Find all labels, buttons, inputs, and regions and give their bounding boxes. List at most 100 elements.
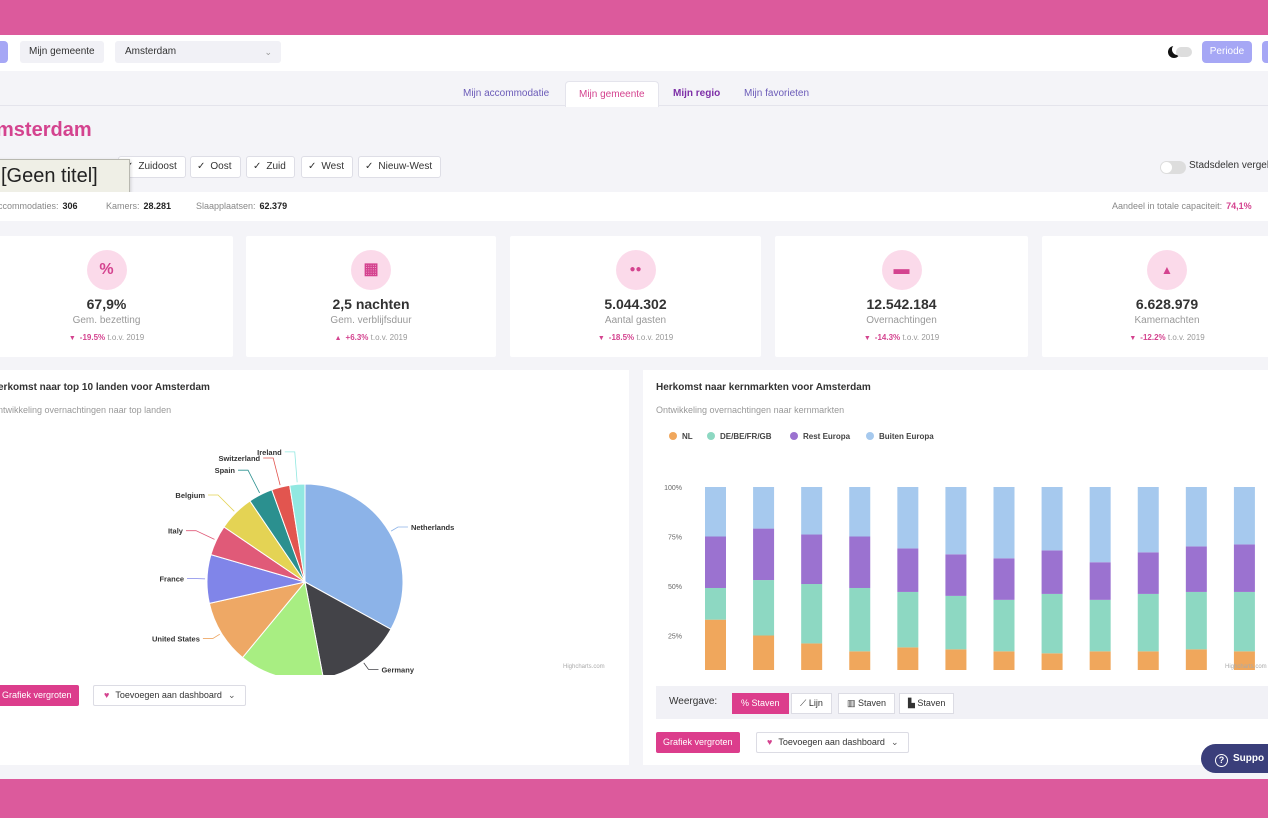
view-tab-label: Staven bbox=[917, 698, 946, 708]
bar-segment-buiten-europa[interactable] bbox=[945, 487, 967, 555]
pie-slice-ireland[interactable] bbox=[289, 483, 306, 583]
pie-slice-united-kingdom[interactable] bbox=[241, 580, 324, 675]
bar-segment-buiten-europa[interactable] bbox=[1041, 487, 1063, 551]
bar-segment-nl[interactable] bbox=[705, 619, 726, 670]
bar-enlarge-button[interactable]: Grafiek vergroten bbox=[656, 732, 740, 753]
mijn-gemeente-chip[interactable]: Mijn gemeente bbox=[20, 41, 104, 63]
kpi-change-suffix: t.o.v. 2019 bbox=[636, 333, 674, 342]
percent-icon: % bbox=[86, 250, 127, 290]
kpi-change: ▼ -18.5% t.o.v. 2019 bbox=[510, 333, 761, 342]
filter-zuid[interactable]: ✓ Zuid bbox=[246, 156, 295, 178]
bar-segment-buiten-europa[interactable] bbox=[705, 487, 726, 537]
bar-segment-de-be-fr-gb[interactable] bbox=[897, 591, 919, 648]
stadsdelen-toggle[interactable] bbox=[1160, 161, 1186, 174]
bar-segment-rest-europa[interactable] bbox=[945, 554, 967, 596]
bar-segment-nl[interactable] bbox=[1185, 649, 1207, 670]
legend-label: Rest Europa bbox=[803, 432, 851, 441]
dark-mode-toggle[interactable] bbox=[1176, 47, 1192, 57]
pie-label-netherlands: Netherlands bbox=[411, 523, 454, 532]
pie-chart-credit: Highcharts.com bbox=[563, 664, 605, 670]
bar-segment-rest-europa[interactable] bbox=[1233, 544, 1255, 592]
pie-enlarge-button[interactable]: Grafiek vergroten bbox=[0, 685, 79, 706]
bar-segment-buiten-europa[interactable] bbox=[753, 487, 775, 529]
bar-segment-nl[interactable] bbox=[993, 651, 1015, 670]
slaapplaatsen-info: Slaapplaatsen: 62.379 bbox=[196, 201, 287, 211]
bar-segment-rest-europa[interactable] bbox=[849, 536, 871, 588]
support-button[interactable]: ? Suppo bbox=[1201, 744, 1268, 773]
bar-segment-buiten-europa[interactable] bbox=[1089, 487, 1111, 563]
pie-slice-germany[interactable] bbox=[304, 581, 392, 675]
bar-segment-rest-europa[interactable] bbox=[993, 558, 1015, 600]
bar-segment-de-be-fr-gb[interactable] bbox=[1233, 591, 1255, 652]
kpi-card-verblijfsduur: ▦ 2,5 nachten Gem. verblijfsduur ▲ +6.3% … bbox=[246, 236, 496, 357]
filter-nieuw-west[interactable]: ✓ Nieuw-West bbox=[358, 156, 442, 178]
bar-segment-rest-europa[interactable] bbox=[705, 536, 726, 588]
bar-segment-nl[interactable] bbox=[849, 651, 871, 670]
bar-segment-buiten-europa[interactable] bbox=[1233, 487, 1255, 545]
bar-segment-buiten-europa[interactable] bbox=[1185, 487, 1207, 547]
bar-segment-rest-europa[interactable] bbox=[753, 528, 775, 581]
bar-segment-nl[interactable] bbox=[801, 643, 823, 670]
kpi-value: 12.542.184 bbox=[866, 296, 937, 312]
bar-segment-rest-europa[interactable] bbox=[1089, 562, 1111, 600]
filter-west[interactable]: ✓ West bbox=[301, 156, 353, 178]
legend-dot bbox=[866, 432, 874, 440]
bar-segment-nl[interactable] bbox=[945, 649, 967, 670]
bar-segment-buiten-europa[interactable] bbox=[801, 487, 823, 535]
bar-segment-rest-europa[interactable] bbox=[801, 534, 823, 585]
capacity-info-bar: ccommodaties: 306 Kamers: 28.281 Slaapplaa… bbox=[0, 192, 1268, 221]
tab-mijn-gemeente[interactable]: Mijn gemeente bbox=[565, 81, 659, 107]
bar-segment-rest-europa[interactable] bbox=[897, 548, 919, 592]
bar-segment-nl[interactable] bbox=[897, 647, 919, 670]
legend-item-rest-europa[interactable]: Rest Europa bbox=[790, 432, 850, 441]
bar-segment-nl[interactable] bbox=[753, 635, 775, 671]
bar-segment-rest-europa[interactable] bbox=[1137, 552, 1159, 594]
kpi-card-bezetting: % 67,9% Gem. bezetting ▼ -19.5% t.o.v. 20… bbox=[0, 236, 233, 357]
view-tab-staven-stacked[interactable]: ▙ Staven bbox=[899, 693, 955, 714]
bar-segment-de-be-fr-gb[interactable] bbox=[753, 580, 775, 636]
pie-connector-germany bbox=[363, 662, 379, 670]
bar-segment-de-be-fr-gb[interactable] bbox=[1137, 593, 1159, 652]
pie-label-spain: Spain bbox=[215, 466, 236, 475]
tab-mijn-accommodatie[interactable]: Mijn accommodatie bbox=[463, 88, 550, 99]
chevron-down-icon: ⌄ bbox=[227, 690, 236, 700]
bar-segment-buiten-europa[interactable] bbox=[897, 487, 919, 549]
menu-button[interactable] bbox=[0, 41, 8, 63]
city-select[interactable]: Amsterdam ⌄ bbox=[115, 41, 281, 63]
periode-button[interactable]: Periode bbox=[1202, 41, 1252, 63]
kpi-change-value: +6.3% bbox=[345, 333, 369, 342]
bar-segment-buiten-europa[interactable] bbox=[993, 487, 1015, 559]
legend-dot bbox=[707, 432, 715, 440]
view-tab-lijn[interactable]: ⟋ Lijn bbox=[791, 693, 832, 714]
bar-segment-de-be-fr-gb[interactable] bbox=[1041, 593, 1063, 654]
bar-add-dashboard-button[interactable]: ♥ Toevoegen aan dashboard ⌄ bbox=[756, 732, 910, 753]
bar-segment-de-be-fr-gb[interactable] bbox=[1185, 591, 1207, 650]
tab-mijn-favorieten[interactable]: Mijn favorieten bbox=[744, 88, 810, 99]
stacked-bar-icon: ▙ bbox=[908, 698, 918, 708]
bar-segment-rest-europa[interactable] bbox=[1041, 550, 1063, 594]
bar-segment-de-be-fr-gb[interactable] bbox=[993, 599, 1015, 652]
bar-chart-icon: ▥ bbox=[847, 698, 859, 708]
bar-segment-nl[interactable] bbox=[1041, 653, 1063, 670]
pie-slice-netherlands[interactable] bbox=[304, 483, 404, 630]
bar-segment-buiten-europa[interactable] bbox=[1137, 487, 1159, 553]
view-tab-staven[interactable]: ▥ Staven bbox=[838, 693, 896, 714]
bar-segment-nl[interactable] bbox=[1137, 651, 1159, 670]
bar-segment-buiten-europa[interactable] bbox=[849, 487, 871, 537]
bar-segment-de-be-fr-gb[interactable] bbox=[705, 587, 726, 620]
legend-item-buiten-europa[interactable]: Buiten Europa bbox=[866, 432, 934, 441]
bar-segment-de-be-fr-gb[interactable] bbox=[849, 587, 871, 652]
view-tab-staven-percent[interactable]: % Staven bbox=[732, 693, 789, 714]
bar-segment-nl[interactable] bbox=[1089, 651, 1111, 670]
legend-item-nl[interactable]: NL bbox=[669, 432, 693, 441]
bar-segment-de-be-fr-gb[interactable] bbox=[1089, 599, 1111, 652]
legend-item-de-be-fr-gb[interactable]: DE/BE/FR/GB bbox=[707, 432, 772, 441]
pie-add-dashboard-button[interactable]: ♥ Toevoegen aan dashboard ⌄ bbox=[93, 685, 247, 706]
bar-segment-rest-europa[interactable] bbox=[1185, 546, 1207, 592]
bar-segment-nl[interactable] bbox=[1233, 651, 1255, 670]
bar-segment-de-be-fr-gb[interactable] bbox=[801, 584, 823, 644]
tab-mijn-regio[interactable]: Mijn regio bbox=[673, 88, 721, 99]
extra-button[interactable] bbox=[1262, 41, 1268, 63]
filter-oost[interactable]: ✓ Oost bbox=[190, 156, 241, 178]
bar-segment-de-be-fr-gb[interactable] bbox=[945, 595, 967, 650]
